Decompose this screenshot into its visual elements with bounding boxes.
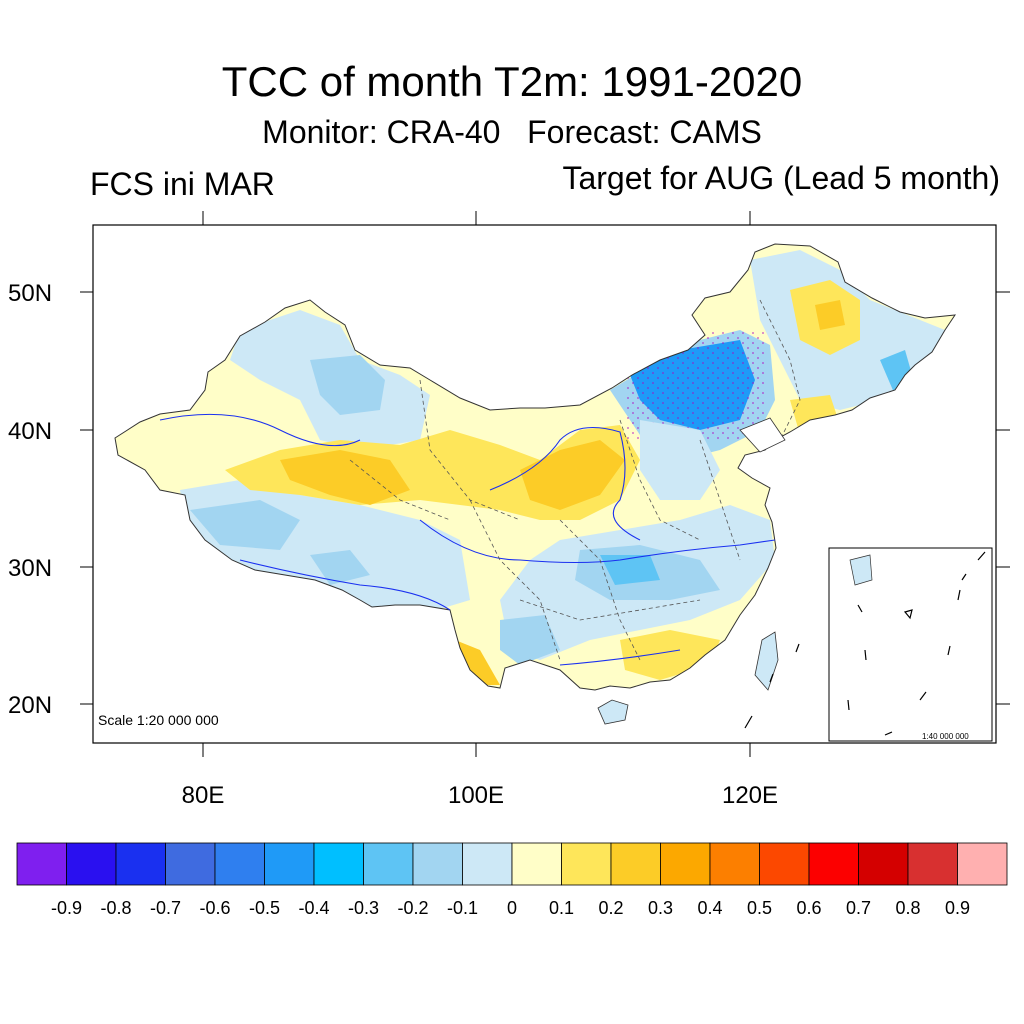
colorbar-label: 0.1: [548, 898, 575, 918]
colorbar-label: -0.6: [199, 898, 231, 918]
colorbar-label: -0.9: [50, 898, 83, 918]
colorbar-swatch-7: [363, 842, 414, 886]
colorbar-label: -0.3: [347, 898, 380, 918]
colorbar-swatch-2: [115, 842, 166, 886]
init-label: FCS ini MAR: [90, 166, 275, 202]
hainan: [597, 699, 629, 725]
colorbar-swatch-19: [957, 842, 1008, 886]
colorbar-swatch-17: [858, 842, 909, 886]
colorbar-label: 0.5: [746, 898, 773, 918]
colorbar-swatch-0: [16, 842, 67, 886]
bohai-sea: [739, 417, 786, 453]
colorbar-swatch-8: [412, 842, 463, 886]
plot-subtitle: Monitor: CRA-40 Forecast: CAMS: [262, 114, 762, 150]
colorbar-label: -0.8: [100, 898, 132, 918]
south-china-sea-inset: [828, 547, 993, 742]
colorbar-label: 0.4: [697, 898, 723, 918]
colorbar-label: -0.4: [298, 898, 330, 918]
colorbar-swatch-13: [660, 842, 711, 886]
scale-note: Scale 1:20 000 000: [98, 712, 219, 728]
lon-label-100e: 100E: [447, 782, 505, 809]
lat-label-20n: 20N: [8, 692, 53, 719]
colorbar-label: 0.7: [845, 898, 872, 918]
target-label: Target for AUG (Lead 5 month): [562, 160, 1000, 196]
colorbar-label: -0.7: [149, 898, 182, 918]
colorbar-swatch-16: [808, 842, 859, 886]
river-tarim: [159, 413, 361, 447]
colorbar-label: 0.8: [895, 898, 921, 918]
colorbar-swatch-1: [66, 842, 117, 886]
lat-label-40n: 40N: [8, 418, 53, 445]
colorbar-swatch-11: [561, 842, 612, 886]
lat-label-50n: 50N: [8, 280, 53, 307]
colorbar: [16, 842, 1008, 886]
colorbar-label: 0.2: [598, 898, 624, 918]
river-pearl: [559, 649, 681, 666]
river-yangtze: [419, 519, 776, 564]
colorbar-label: 0.3: [647, 898, 674, 918]
colorbar-swatch-3: [165, 842, 216, 886]
colorbar-swatch-10: [511, 842, 562, 886]
nine-dash-line: [744, 643, 800, 729]
colorbar-label: 0.9: [944, 898, 971, 918]
lon-label-120e: 120E: [721, 782, 779, 809]
lat-label-30n: 30N: [8, 555, 53, 582]
colorbar-swatch-12: [610, 842, 661, 886]
colorbar-label: 0: [506, 898, 517, 918]
colorbar-swatch-9: [462, 842, 513, 886]
colorbar-swatch-4: [214, 842, 265, 886]
colorbar-swatch-14: [709, 842, 760, 886]
river-yarlung: [239, 559, 451, 611]
plot-title: TCC of month T2m: 1991-2020: [221, 58, 803, 105]
colorbar-swatch-5: [264, 842, 315, 886]
colorbar-label: -0.1: [446, 898, 479, 918]
colorbar-swatch-6: [313, 842, 364, 886]
axis-ticks: [80, 211, 1010, 757]
colorbar-swatch-15: [759, 842, 810, 886]
lon-label-80e: 80E: [181, 782, 225, 809]
colorbar-label: -0.2: [397, 898, 429, 918]
river-yellow: [489, 427, 641, 541]
colorbar-label: 0.6: [796, 898, 822, 918]
colorbar-swatch-18: [907, 842, 958, 886]
colorbar-label: -0.5: [248, 898, 281, 918]
province-borders: [349, 299, 801, 661]
inset-scale-note: 1:40 000 000: [922, 732, 969, 741]
